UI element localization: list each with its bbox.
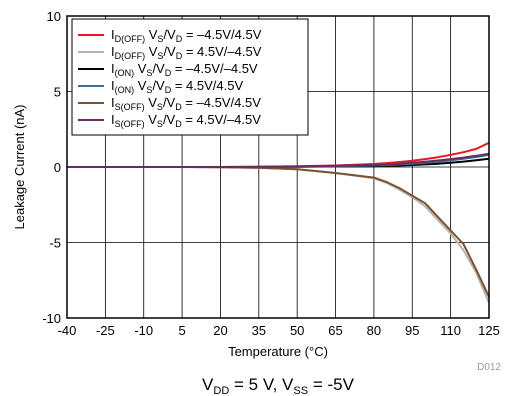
x-tick-label: 80 <box>367 323 381 338</box>
legend-text-part: V <box>145 27 158 42</box>
legend-text-part: /V <box>152 78 165 93</box>
legend-text-part: D <box>165 68 172 78</box>
legend-text-part: S(OFF) <box>115 102 145 112</box>
figure-code: D012 <box>477 362 501 373</box>
legend-text-part: V <box>134 78 147 93</box>
legend-text-part: I <box>111 27 115 42</box>
legend-text-part: V <box>145 95 158 110</box>
vss-value: = -5V <box>308 375 354 394</box>
legend-text-part: /V <box>163 112 176 127</box>
legend-text-part: I <box>111 78 115 93</box>
legend-entry: I(ON) VS/VD = 4.5V/4.5V <box>111 78 243 95</box>
legend-text-part: = –4.5V/–4.5V <box>171 61 258 76</box>
x-tick-label: -25 <box>96 323 115 338</box>
legend-text-part: I <box>111 61 115 76</box>
legend-text-part: I <box>111 95 115 110</box>
legend-text-part: V <box>134 61 147 76</box>
vdd-value: = 5 V, V <box>229 375 294 394</box>
x-tick-label: 110 <box>440 323 461 338</box>
legend-text-part: S <box>146 85 152 95</box>
legend-text-part: D(OFF) <box>115 51 146 61</box>
legend-text-part: D <box>176 34 183 44</box>
legend-text-part: I <box>111 112 115 127</box>
legend-text-part: = 4.5V/4.5V <box>171 78 243 93</box>
legend-text-part: D <box>165 85 172 95</box>
x-tick-label: 65 <box>328 323 342 338</box>
legend-entry: ID(OFF) VS/VD = 4.5V/–4.5V <box>111 44 262 61</box>
legend-text-part: S <box>157 102 163 112</box>
legend-text-part: /V <box>163 27 176 42</box>
legend-text-part: (ON) <box>115 68 135 78</box>
legend-text-part: I <box>111 44 115 59</box>
series-lines <box>67 141 490 304</box>
y-tick-label: 10 <box>47 9 61 24</box>
x-tick-label: 20 <box>213 323 227 338</box>
x-tick-label: 35 <box>252 323 266 338</box>
legend-text-part: D(OFF) <box>115 34 146 44</box>
legend-entry: I(ON) VS/VD = –4.5V/–4.5V <box>111 61 258 78</box>
y-tick-label: 5 <box>54 85 61 100</box>
legend-text-part: S <box>157 119 163 129</box>
x-tick-label: 125 <box>478 323 500 338</box>
legend-entry: IS(OFF) VS/VD = 4.5V/–4.5V <box>111 112 261 129</box>
legend-text-part: V <box>145 44 158 59</box>
series-line-2 <box>67 166 490 304</box>
supply-condition: VDD = 5 V, VSS = -5V <box>202 375 355 396</box>
legend-text-part: D <box>176 51 183 61</box>
legend-text-part: /V <box>163 95 176 110</box>
plot-frame <box>66 15 490 319</box>
legend-text-part: = –4.5V/4.5V <box>182 27 261 42</box>
x-tick-label: 50 <box>290 323 304 338</box>
legend-text-part: (ON) <box>115 85 135 95</box>
legend-text-part: D <box>175 119 182 129</box>
legend-entry: ID(OFF) VS/VD = –4.5V/4.5V <box>111 27 262 44</box>
x-tick-label: 95 <box>405 323 419 338</box>
legend-box <box>71 18 309 136</box>
legend-text-part: S <box>146 68 152 78</box>
x-axis-title: Temperature (°C) <box>228 344 328 359</box>
x-tick-label: -10 <box>134 323 153 338</box>
legend-text-part: V <box>145 112 158 127</box>
legend-text-part: = 4.5V/–4.5V <box>182 44 261 59</box>
vdd-subscript: DD <box>213 385 229 396</box>
y-tick-label: -5 <box>49 236 61 251</box>
y-axis-title: Leakage Current (nA) <box>12 104 27 229</box>
legend-text-part: /V <box>152 61 165 76</box>
vdd-symbol: V <box>202 375 214 394</box>
y-tick-label: 0 <box>54 160 61 175</box>
vss-subscript: SS <box>293 385 308 396</box>
legend-text-part: = 4.5V/–4.5V <box>182 112 261 127</box>
legend-text-part: S <box>157 34 163 44</box>
legend-text-part: S <box>157 51 163 61</box>
legend-text-part: = –4.5V/4.5V <box>182 95 261 110</box>
series-line-5 <box>67 166 490 298</box>
legend-entry: IS(OFF) VS/VD = –4.5V/4.5V <box>111 95 261 112</box>
legend-text-part: /V <box>163 44 176 59</box>
x-tick-label: 5 <box>178 323 185 338</box>
x-tick-label: -40 <box>58 323 77 338</box>
y-tick-label: -10 <box>42 311 61 326</box>
series-line-6 <box>67 152 490 168</box>
legend-text-part: D <box>175 102 182 112</box>
legend-text-part: S(OFF) <box>115 119 145 129</box>
